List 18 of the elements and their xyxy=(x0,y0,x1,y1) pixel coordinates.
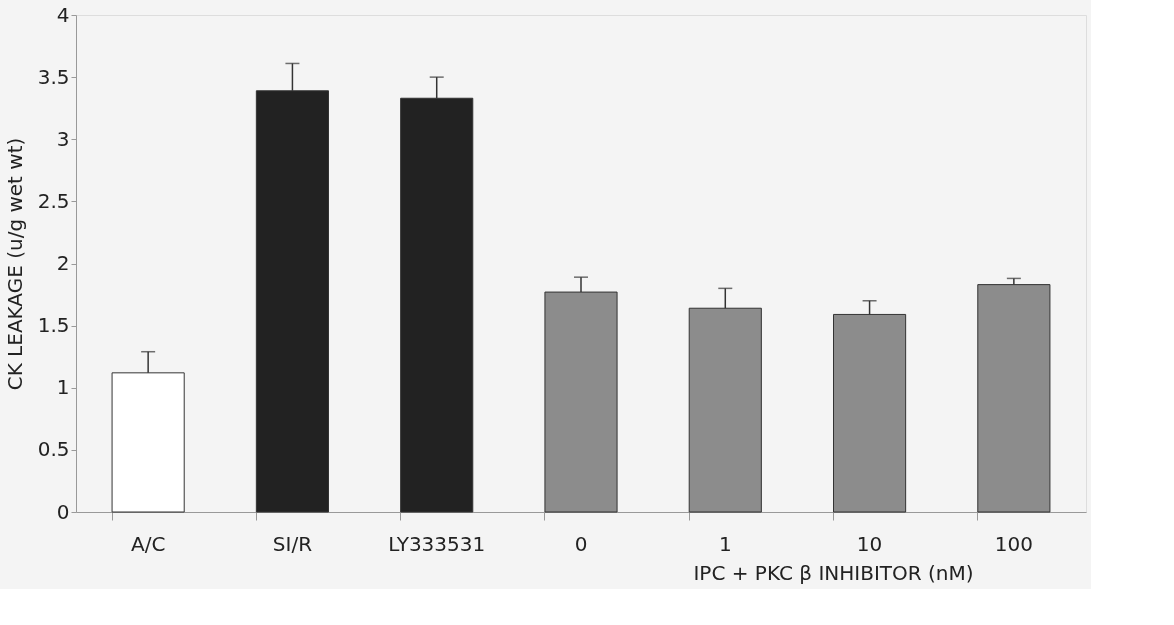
x-tick-label: 1 xyxy=(718,531,732,556)
y-tick-label: 1 xyxy=(56,375,70,400)
y-tick-label: 0.5 xyxy=(37,437,70,462)
text: IPC + PKC β INHIBITOR (nM) xyxy=(693,561,974,585)
y-axis-title: CK LEAKAGE (u/g wet wt) xyxy=(2,137,27,391)
y-tick-label: 2.5 xyxy=(37,188,70,213)
y-tick-label: 2 xyxy=(56,251,70,275)
x-tick-label: 10 xyxy=(856,531,883,556)
y-tick-label: 3.5 xyxy=(37,64,70,89)
x-tick-label: 100 xyxy=(994,531,1033,556)
x-tick-label: LY333531 xyxy=(388,531,486,556)
x-tick-label: 0 xyxy=(574,531,588,556)
y-tick-label: 3 xyxy=(56,126,70,151)
y-tick-label: 1.5 xyxy=(37,313,70,338)
x-tick-label: A/C xyxy=(130,531,166,556)
x-tick-label: SI/R xyxy=(272,531,313,556)
y-tick-label: 0 xyxy=(56,499,70,524)
y-tick-label: 4 xyxy=(56,2,70,27)
